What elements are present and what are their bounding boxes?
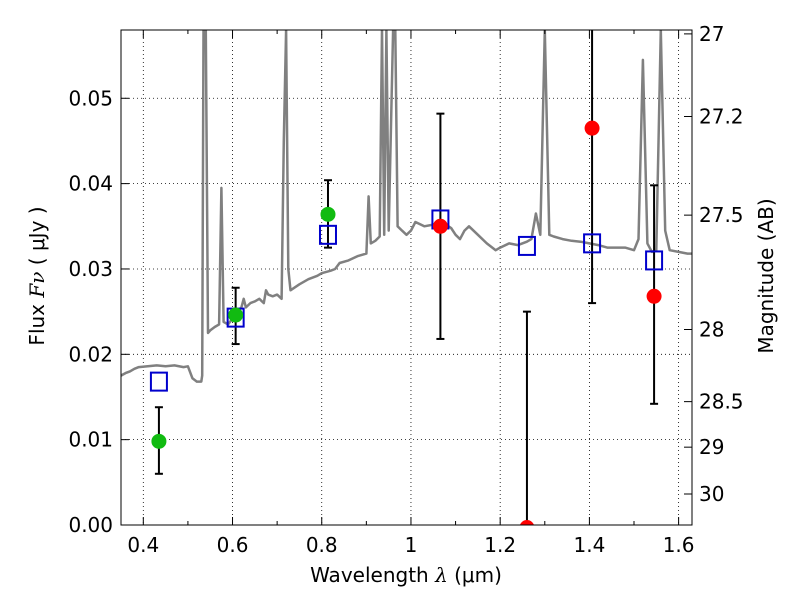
grid [121, 30, 692, 526]
limit-point [432, 218, 448, 234]
plot-frame [120, 29, 693, 526]
y-axis-title-symbol: Fν [25, 272, 49, 299]
detection-point [320, 206, 336, 222]
limit-point [646, 288, 662, 304]
detection-point [151, 433, 167, 449]
x-tick-label: 0.8 [306, 533, 338, 557]
y-axis-title: Flux Fν ( μJy ) [25, 206, 49, 345]
limit-point [584, 120, 600, 136]
y2-tick-label: 28 [699, 317, 724, 341]
y2-tick-label: 30 [699, 482, 724, 506]
x-tick-label: 0.4 [127, 533, 159, 557]
x-axis-title-unit: (μm) [454, 563, 502, 587]
y-tick-label: 0.03 [68, 257, 113, 281]
model-photometry-point [645, 250, 664, 271]
y-tick-label: 0.05 [68, 86, 113, 110]
x-axis-title-prefix: Wavelength [310, 563, 429, 587]
y-tick-label: 0.04 [68, 172, 113, 196]
plot-series [121, 30, 692, 525]
y-axis-title-unit: ( μJy ) [25, 206, 49, 265]
y2-axis-title: Magnitude (AB) [754, 198, 778, 353]
y2-tick-label: 27.2 [699, 105, 744, 129]
x-axis-title-symbol: λ [434, 563, 448, 587]
y-tick-label: 0.00 [68, 513, 113, 537]
limit-point [519, 520, 534, 525]
y2-tick-label: 27 [699, 22, 724, 46]
x-tick-label: 1 [405, 533, 418, 557]
y-tick-label: 0.01 [68, 428, 113, 452]
model-photometry-point [583, 233, 602, 254]
y2-tick-label: 29 [699, 435, 724, 459]
x-tick-label: 1.6 [663, 533, 695, 557]
y-axis-title-prefix: Flux [25, 304, 49, 346]
x-axis-title: Wavelength λ (μm) [310, 563, 502, 587]
model-spectrum-line [121, 30, 692, 383]
model-photometry-point [517, 235, 536, 256]
y2-tick-label: 27.5 [699, 203, 744, 227]
axis-ticks: 0.4 0.6 0.8 1 1.2 1.4 1.6 0.00 0.01 0.02 0.03 0.04 0… [68, 22, 743, 557]
x-tick-label: 1.4 [573, 533, 605, 557]
x-tick-label: 0.6 [217, 533, 249, 557]
model-photometry-point [318, 224, 337, 245]
detection-point [228, 307, 244, 323]
x-tick-label: 1.2 [484, 533, 516, 557]
model-photometry-point [149, 371, 168, 392]
y2-tick-label: 28.5 [699, 390, 744, 414]
y-tick-label: 0.02 [68, 342, 113, 366]
